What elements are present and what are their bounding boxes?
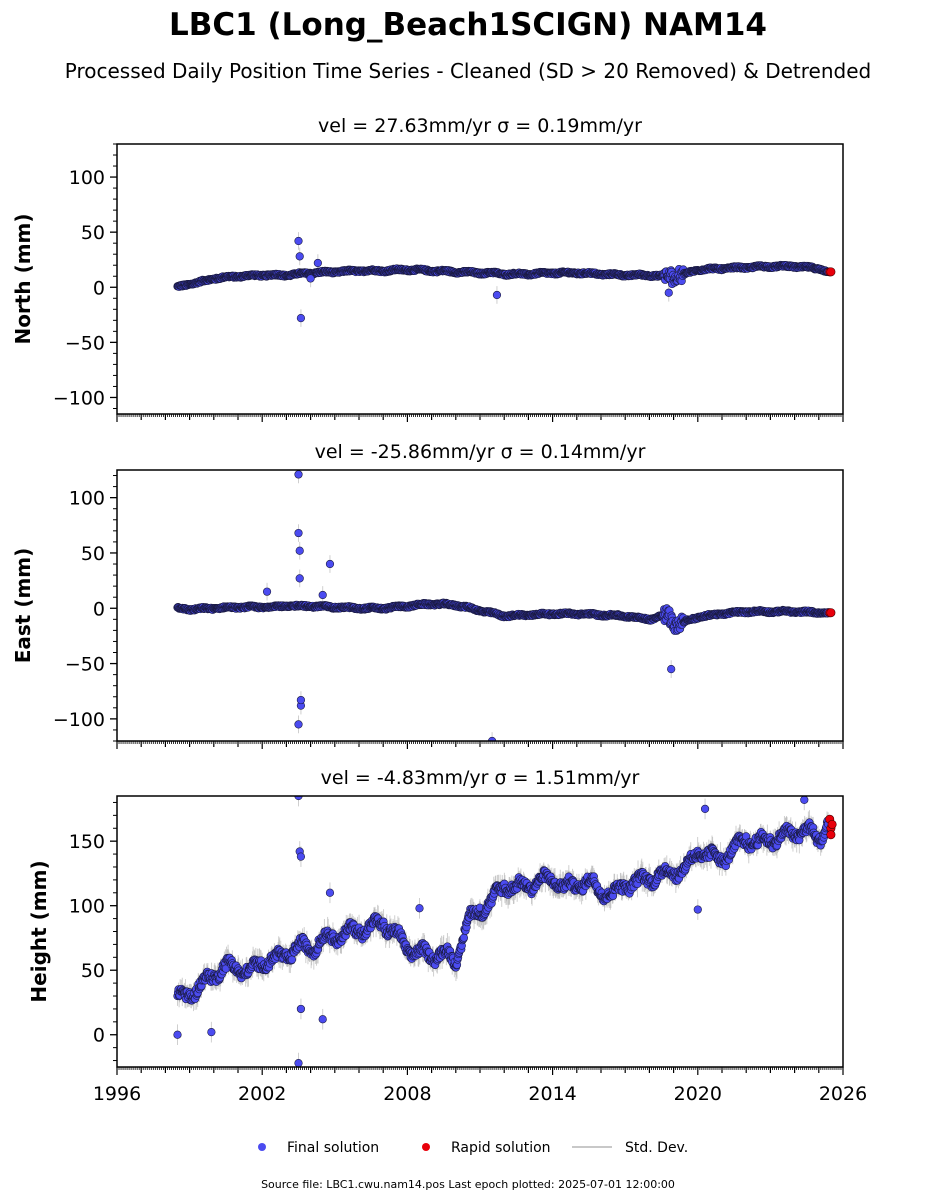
- final-solution-points: [173, 470, 833, 741]
- final-solution-points: [173, 236, 833, 323]
- outlier-point: [664, 288, 673, 297]
- outlier-point: [313, 258, 322, 268]
- y-tick-label: −50: [65, 332, 105, 354]
- north-panel: vel = 27.63mm/yr σ = 0.19mm/yr North (mm)…: [11, 115, 844, 422]
- y-tick-label: 0: [93, 277, 105, 299]
- outlier-point: [295, 252, 304, 261]
- rapid-solution-points: [825, 267, 836, 277]
- rapid-solution-point: [826, 267, 836, 277]
- outlier-point: [306, 274, 315, 283]
- outlier-point: [294, 236, 303, 246]
- plot-area: [173, 470, 836, 741]
- panel-title: vel = 27.63mm/yr σ = 0.19mm/yr: [318, 115, 642, 137]
- plot-area: [173, 232, 836, 327]
- y-tick-label: 100: [69, 167, 105, 189]
- outlier-point: [296, 314, 306, 323]
- panel-title: vel = -25.86mm/yr σ = 0.14mm/yr: [315, 441, 646, 463]
- east-panel: vel = -25.86mm/yr σ = 0.14mm/yr East (mm)…: [11, 441, 844, 749]
- outlier-point: [492, 290, 502, 300]
- y-tick-label: −100: [53, 387, 105, 409]
- figure-subtitle: Processed Daily Position Time Series - C…: [65, 59, 871, 83]
- y-axis-label: East (mm): [11, 548, 35, 664]
- y-axis-label: North (mm): [11, 213, 35, 344]
- std-dev-bars: [177, 232, 829, 327]
- y-tick-label: 50: [81, 222, 105, 244]
- figure-title: LBC1 (Long_Beach1SCIGN) NAM14: [169, 7, 767, 43]
